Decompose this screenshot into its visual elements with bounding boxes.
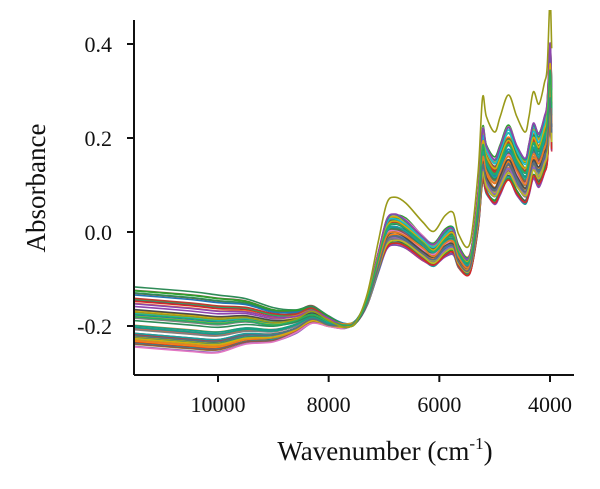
spectrum-line xyxy=(134,78,553,329)
y-axis-title: Absorbance xyxy=(21,124,51,253)
x-tick-label: 4000 xyxy=(528,392,572,417)
spectrum-line xyxy=(134,96,553,325)
x-axis-title-superscript: -1 xyxy=(469,434,483,453)
spectrum-line xyxy=(134,79,553,328)
spectrum-line xyxy=(134,91,553,327)
x-axis-title: Wavenumber (cm-1) xyxy=(277,434,492,466)
spectrum-line xyxy=(134,97,553,343)
spectrum-line xyxy=(134,65,553,351)
y-tick-label: 0.0 xyxy=(85,220,113,245)
spectrum-line xyxy=(134,69,553,327)
spectrum-line xyxy=(134,74,553,328)
spectrum-line xyxy=(134,102,553,348)
x-tick-label: 8000 xyxy=(307,392,351,417)
spectrum-line xyxy=(134,81,553,336)
spectrum-line xyxy=(134,102,553,337)
x-tick-label: 6000 xyxy=(417,392,461,417)
y-tick-label: 0.2 xyxy=(85,126,113,151)
y-axis-ticks: -0.2 0.0 0.2 0.4 xyxy=(77,32,134,339)
spectrum-line xyxy=(134,81,553,327)
spectrum-line xyxy=(134,91,553,327)
y-tick-label: 0.4 xyxy=(85,32,113,57)
spectrum-line xyxy=(134,56,553,346)
spectrum-line xyxy=(134,59,553,327)
spectra-series-group xyxy=(134,10,553,354)
spectrum-line xyxy=(134,43,553,343)
x-tick-label: 10000 xyxy=(191,392,246,417)
x-axis-ticks: 10000 8000 6000 4000 xyxy=(191,375,572,417)
spectrum-line xyxy=(134,100,553,325)
spectrum-line xyxy=(134,10,553,329)
x-axis-title-suffix: ) xyxy=(484,436,493,466)
y-tick-label: -0.2 xyxy=(77,314,112,339)
spectrum-line xyxy=(134,107,553,337)
